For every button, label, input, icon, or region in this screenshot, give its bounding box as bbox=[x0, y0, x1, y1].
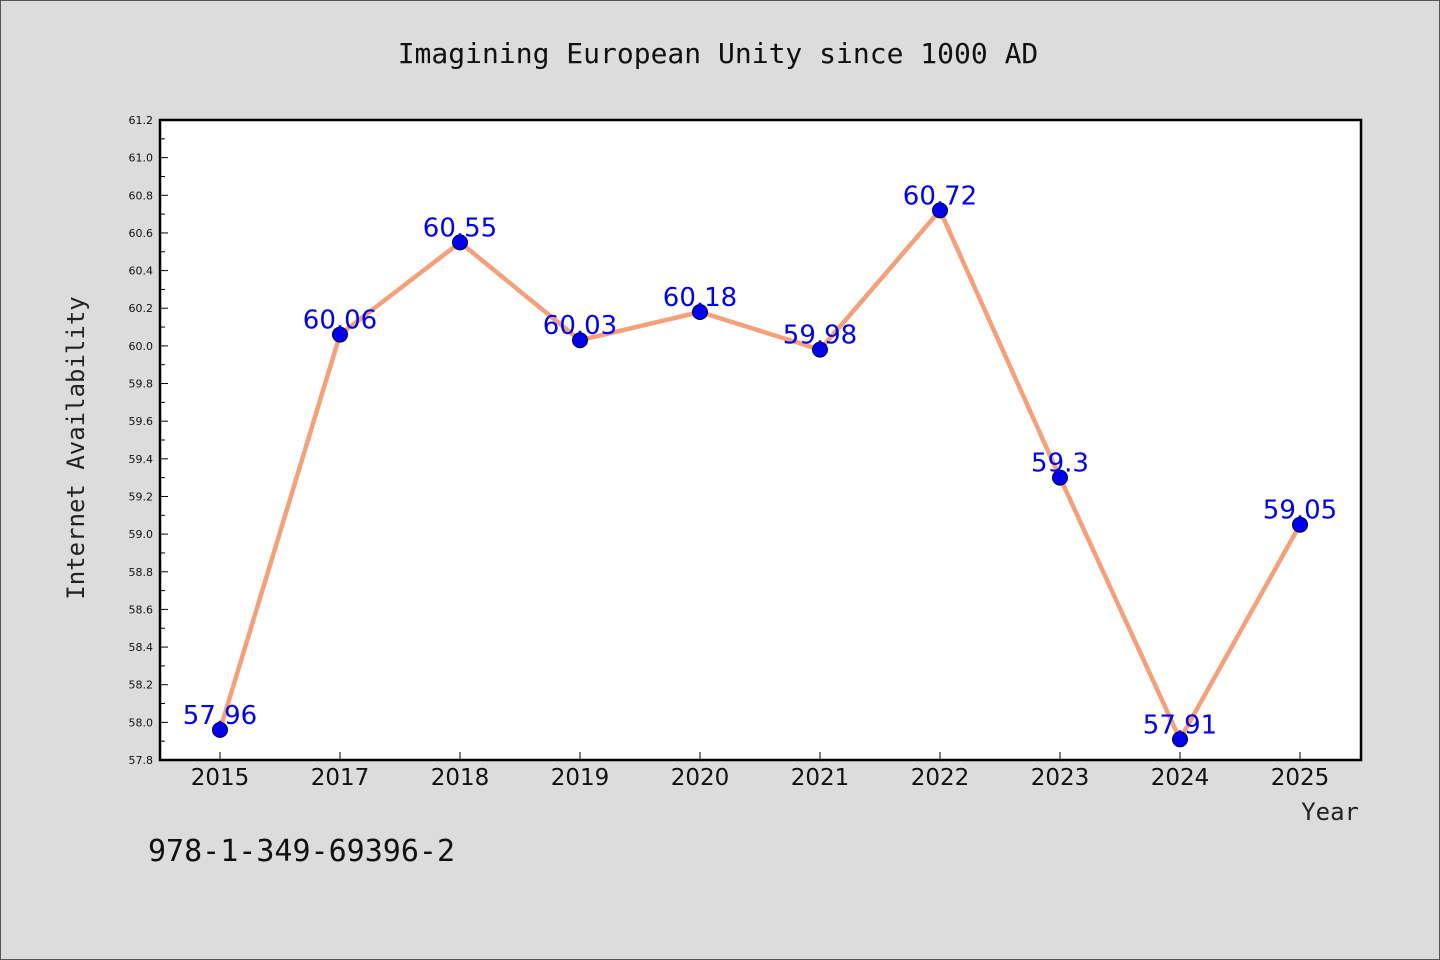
y-tick-label: 60.2 bbox=[129, 302, 154, 315]
data-point bbox=[332, 326, 348, 343]
data-label: 60.55 bbox=[423, 213, 497, 243]
x-tick-label: 2018 bbox=[431, 765, 490, 791]
data-point bbox=[1052, 469, 1068, 486]
x-tick-label: 2015 bbox=[191, 765, 250, 791]
x-axis-label: Year bbox=[1301, 798, 1359, 826]
y-axis-label: Internet Availability bbox=[62, 296, 90, 599]
data-point bbox=[1292, 516, 1308, 533]
y-tick-label: 59.0 bbox=[129, 528, 154, 541]
y-tick-label: 60.0 bbox=[129, 340, 154, 353]
data-point bbox=[932, 202, 948, 219]
data-point bbox=[572, 332, 588, 349]
y-tick-label: 61.2 bbox=[129, 114, 154, 127]
y-tick-label: 57.8 bbox=[129, 754, 154, 767]
data-point bbox=[452, 234, 468, 251]
x-tick-label: 2022 bbox=[911, 765, 970, 791]
y-tick-label: 61.0 bbox=[129, 152, 154, 165]
y-tick-label: 58.4 bbox=[129, 641, 154, 654]
y-tick-label: 58.2 bbox=[129, 679, 154, 692]
series-points bbox=[212, 202, 1308, 748]
x-tick-label: 2021 bbox=[791, 765, 850, 791]
chart-title: Imagining European Unity since 1000 AD bbox=[398, 37, 1039, 70]
data-labels: 57.96 60.06 60.55 60.03 60.18 59.98 60.72 59.3 5… bbox=[183, 181, 1337, 740]
y-tick-label: 60.4 bbox=[129, 265, 154, 278]
y-tick-label: 60.8 bbox=[129, 189, 154, 202]
data-point bbox=[1172, 731, 1188, 748]
y-tick-label: 59.6 bbox=[129, 415, 154, 428]
y-tick-label: 59.4 bbox=[129, 453, 154, 466]
y-tick-label: 58.8 bbox=[129, 566, 154, 579]
y-tick-label: 59.2 bbox=[129, 490, 154, 503]
y-tick-label: 59.8 bbox=[129, 378, 154, 391]
series-line-path bbox=[217, 208, 1302, 742]
y-axis: 57.8 58.0 58.2 58.4 58.6 58.8 59.0 59.2 59.4 59.6… bbox=[129, 114, 168, 767]
data-point bbox=[692, 304, 708, 320]
data-label: 60.06 bbox=[303, 306, 377, 336]
x-tick-label: 2024 bbox=[1151, 765, 1210, 791]
data-label: 59.3 bbox=[1031, 449, 1089, 479]
y-tick-label: 58.0 bbox=[129, 716, 154, 729]
data-point bbox=[212, 721, 228, 738]
y-tick-label: 60.6 bbox=[129, 227, 154, 240]
data-label: 57.91 bbox=[1143, 710, 1217, 740]
y-tick-label: 58.6 bbox=[129, 603, 154, 616]
isbn-text: 978-1-349-69396-2 bbox=[148, 834, 456, 869]
x-tick-label: 2025 bbox=[1271, 765, 1330, 791]
series-line bbox=[217, 208, 1302, 742]
data-label: 59.98 bbox=[783, 321, 857, 351]
data-point bbox=[812, 341, 828, 358]
data-label: 59.05 bbox=[1263, 496, 1337, 526]
x-tick-label: 2019 bbox=[551, 765, 610, 791]
x-tick-label: 2020 bbox=[671, 765, 730, 791]
data-label: 60.18 bbox=[663, 283, 737, 313]
plot-area bbox=[158, 118, 1363, 762]
data-label: 60.03 bbox=[543, 311, 617, 341]
data-label: 60.72 bbox=[903, 181, 977, 211]
x-axis: 2015 2017 2018 2019 2020 2021 2022 2023 2024 2025 bbox=[191, 752, 1330, 791]
x-tick-label: 2017 bbox=[311, 765, 370, 791]
data-label: 57.96 bbox=[183, 701, 257, 731]
x-tick-label: 2023 bbox=[1031, 765, 1090, 791]
